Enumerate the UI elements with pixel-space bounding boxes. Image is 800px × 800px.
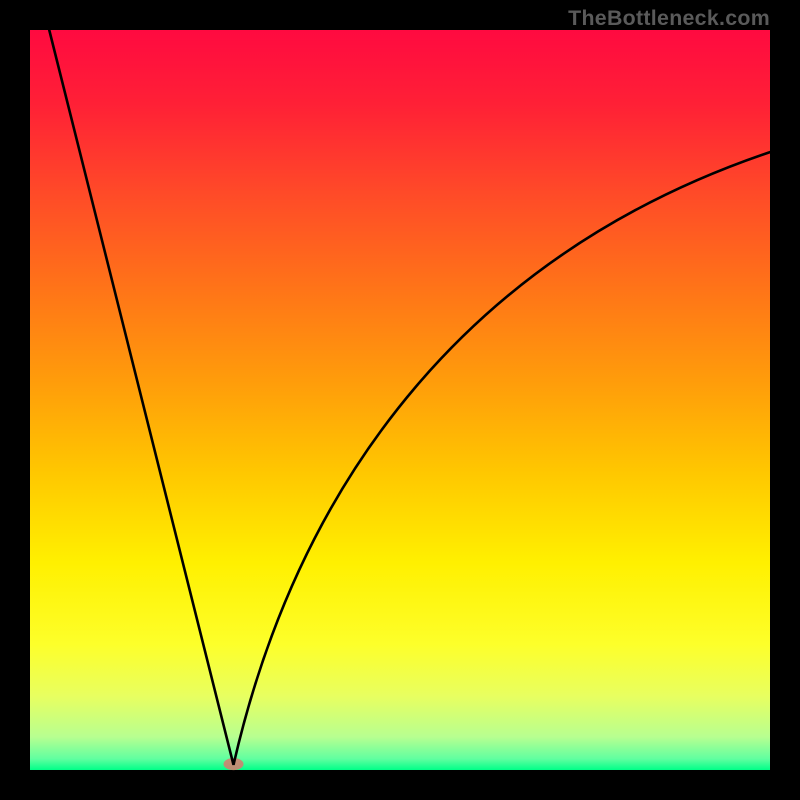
- watermark-text: TheBottleneck.com: [568, 6, 770, 31]
